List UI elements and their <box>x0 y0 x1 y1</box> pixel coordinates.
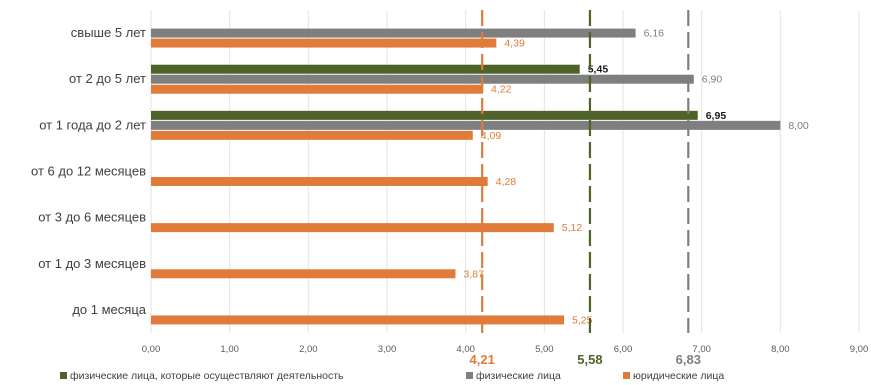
data-label: 6,95 <box>706 110 727 122</box>
category-label: свыше 5 лет <box>71 25 146 40</box>
legend: физические лица, которые осуществляют де… <box>60 370 724 382</box>
grid-lines <box>150 10 860 333</box>
x-tick-label: 5,00 <box>535 344 554 355</box>
data-label: 6,90 <box>702 74 723 86</box>
bar <box>151 28 636 38</box>
bar <box>151 64 580 74</box>
x-tick-label: 8,00 <box>771 344 790 355</box>
data-label: 6,16 <box>644 28 665 40</box>
x-tick-label: 7,00 <box>692 344 711 355</box>
bar <box>151 84 483 94</box>
data-label: 8,00 <box>788 120 809 132</box>
data-label: 5,45 <box>588 64 609 76</box>
legend-entry: физические лица <box>476 370 561 382</box>
x-axis-ticks: 0,00 1,00 2,00 3,00 4,00 5,00 6,00 7,00 8,00 9,00 <box>142 344 869 355</box>
legend-swatch <box>60 372 67 379</box>
legend-swatch <box>623 372 630 379</box>
bars: 6,16 4,39 5,45 6,90 4,22 6,95 8,00 4,09 4,28 5,12… <box>151 28 809 326</box>
reference-line-label: 6,83 <box>676 352 701 367</box>
reference-lines: 4,21 5,58 6,83 <box>470 10 701 367</box>
category-label: от 3 до 6 месяцев <box>38 210 146 225</box>
data-label: 4,09 <box>481 130 502 142</box>
category-label: от 1 года до 2 лет <box>39 117 146 132</box>
legend-entry: юридические лица <box>633 370 724 382</box>
bar <box>151 110 698 120</box>
bar <box>151 130 473 140</box>
data-label: 4,22 <box>491 84 512 96</box>
bar <box>151 223 554 233</box>
x-tick-label: 3,00 <box>378 344 397 355</box>
bar <box>151 74 694 84</box>
category-labels: свыше 5 лет от 2 до 5 лет от 1 года до 2 л… <box>31 25 147 317</box>
bar <box>151 120 781 130</box>
data-label: 4,39 <box>504 38 525 50</box>
data-label: 5,12 <box>562 222 583 234</box>
category-label: до 1 месяца <box>72 302 146 317</box>
data-label: 4,28 <box>496 176 517 188</box>
reference-line-label: 4,21 <box>470 352 495 367</box>
category-label: от 1 до 3 месяцев <box>38 256 146 271</box>
x-tick-label: 1,00 <box>220 344 239 355</box>
x-tick-label: 2,00 <box>299 344 318 355</box>
category-label: от 2 до 5 лет <box>69 71 146 86</box>
x-tick-label: 4,00 <box>456 344 475 355</box>
legend-entry: физические лица, которые осуществляют де… <box>70 370 344 382</box>
bar <box>151 269 456 279</box>
reference-line-label: 5,58 <box>577 352 602 367</box>
bar <box>151 38 497 48</box>
data-label: 5,25 <box>572 314 593 326</box>
bar <box>151 315 564 325</box>
category-label: от 6 до 12 месяцев <box>31 164 146 179</box>
x-tick-label: 0,00 <box>142 344 161 355</box>
x-tick-label: 6,00 <box>614 344 633 355</box>
bar <box>151 177 488 186</box>
legend-swatch <box>466 372 473 379</box>
data-label: 3,87 <box>463 268 484 280</box>
x-tick-label: 9,00 <box>850 344 869 355</box>
